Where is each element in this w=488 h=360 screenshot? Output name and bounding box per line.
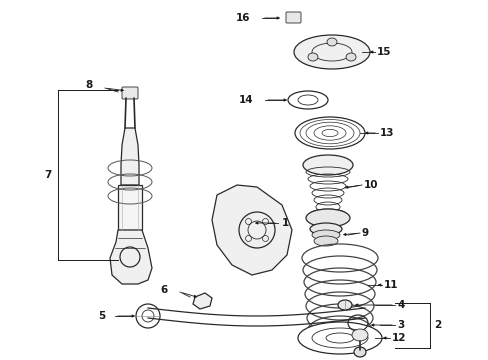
Ellipse shape xyxy=(303,155,352,175)
Text: 16: 16 xyxy=(235,13,249,23)
Ellipse shape xyxy=(326,38,336,46)
FancyBboxPatch shape xyxy=(118,185,142,230)
Polygon shape xyxy=(193,293,212,309)
Text: 5: 5 xyxy=(98,311,105,321)
Polygon shape xyxy=(212,185,291,275)
Ellipse shape xyxy=(309,223,341,235)
Text: 10: 10 xyxy=(363,180,378,190)
Text: 4: 4 xyxy=(396,300,404,310)
Text: 6: 6 xyxy=(161,285,168,295)
Ellipse shape xyxy=(353,347,365,357)
FancyBboxPatch shape xyxy=(122,87,138,99)
Ellipse shape xyxy=(297,322,381,354)
Text: 9: 9 xyxy=(361,228,368,238)
Ellipse shape xyxy=(307,53,317,61)
Ellipse shape xyxy=(346,53,355,61)
Polygon shape xyxy=(110,230,152,284)
Text: 1: 1 xyxy=(282,218,289,228)
FancyBboxPatch shape xyxy=(285,12,301,23)
Text: 2: 2 xyxy=(433,320,440,330)
Text: 12: 12 xyxy=(391,333,406,343)
Ellipse shape xyxy=(311,230,339,240)
Ellipse shape xyxy=(305,209,349,227)
Text: 15: 15 xyxy=(376,47,391,57)
Text: 11: 11 xyxy=(383,280,398,290)
Ellipse shape xyxy=(287,91,327,109)
Text: 14: 14 xyxy=(238,95,252,105)
Polygon shape xyxy=(121,128,139,185)
Text: 3: 3 xyxy=(396,320,404,330)
Text: 7: 7 xyxy=(44,170,52,180)
Text: 13: 13 xyxy=(379,128,394,138)
Ellipse shape xyxy=(351,329,367,341)
Ellipse shape xyxy=(294,117,364,149)
Ellipse shape xyxy=(313,236,337,246)
Text: 8: 8 xyxy=(85,80,93,90)
Ellipse shape xyxy=(337,300,351,310)
Ellipse shape xyxy=(293,35,369,69)
